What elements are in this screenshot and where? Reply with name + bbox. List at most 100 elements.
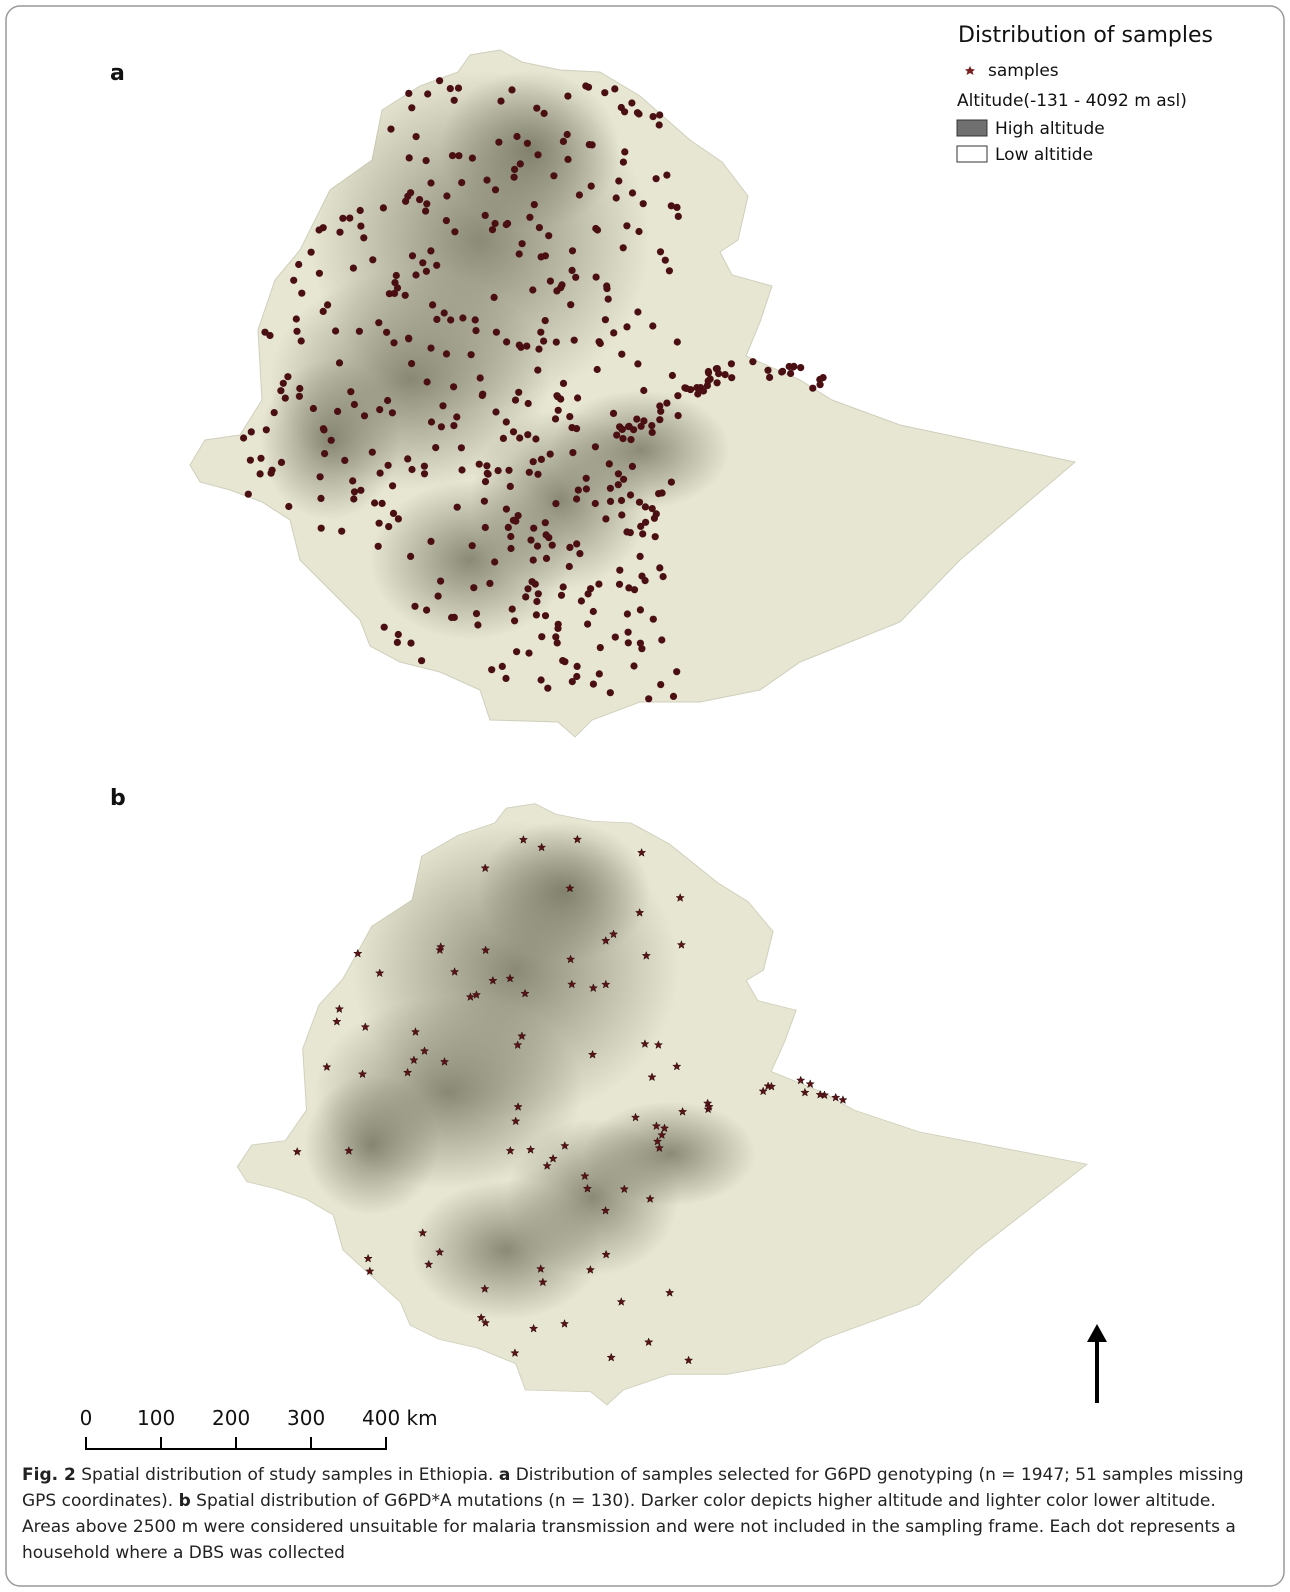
sample-dot bbox=[630, 426, 637, 433]
sample-dot bbox=[569, 267, 576, 274]
sample-dot bbox=[349, 477, 356, 484]
sample-dot bbox=[458, 179, 465, 186]
sample-dot bbox=[594, 366, 601, 373]
sample-dot bbox=[722, 371, 729, 378]
legend-item: samples bbox=[988, 61, 1059, 81]
sample-dot bbox=[596, 338, 603, 345]
sample-dot bbox=[416, 196, 423, 203]
sample-dot bbox=[402, 292, 409, 299]
sample-dot bbox=[656, 111, 663, 118]
sample-dot bbox=[404, 455, 411, 462]
sample-dot bbox=[450, 383, 457, 390]
sample-dot bbox=[435, 593, 442, 600]
sample-dot bbox=[640, 387, 647, 394]
sample-dot bbox=[510, 174, 517, 181]
sample-dot bbox=[582, 82, 589, 89]
sample-dot bbox=[389, 409, 396, 416]
sample-dot bbox=[534, 151, 541, 158]
sample-dot bbox=[616, 581, 623, 588]
sample-dot bbox=[544, 685, 551, 692]
sample-dot bbox=[534, 543, 541, 550]
sample-dot bbox=[532, 435, 539, 442]
sample-dot bbox=[653, 175, 660, 182]
sample-dot bbox=[640, 200, 647, 207]
sample-dot bbox=[423, 200, 430, 207]
sample-dot bbox=[649, 322, 656, 329]
sample-dot bbox=[590, 681, 597, 688]
sample-dot bbox=[618, 497, 625, 504]
sample-dot bbox=[390, 510, 397, 517]
legend-subtitle: Altitude(-131 - 4092 m asl) bbox=[957, 91, 1187, 111]
sample-dot bbox=[615, 481, 622, 488]
sample-dot bbox=[503, 418, 510, 425]
sample-dot bbox=[533, 598, 540, 605]
sample-dot bbox=[603, 285, 610, 292]
sample-dot bbox=[707, 375, 714, 382]
sample-dot bbox=[411, 603, 418, 610]
sample-dot bbox=[380, 204, 387, 211]
map-a bbox=[190, 50, 1075, 737]
sample-dot bbox=[336, 229, 343, 236]
sample-dot bbox=[449, 152, 456, 159]
sample-dot bbox=[650, 616, 657, 623]
sample-dot bbox=[495, 139, 502, 146]
sample-dot bbox=[376, 520, 383, 527]
sample-dot bbox=[479, 391, 486, 398]
sample-dot bbox=[566, 544, 573, 551]
sample-dot bbox=[369, 449, 376, 456]
sample-dot bbox=[797, 364, 804, 371]
sample-dot bbox=[413, 133, 420, 140]
sample-dot bbox=[472, 316, 479, 323]
sample-dot bbox=[483, 177, 490, 184]
sample-dot bbox=[656, 564, 663, 571]
sample-dot bbox=[436, 77, 443, 84]
sample-dot bbox=[320, 308, 327, 315]
sample-dot bbox=[627, 436, 634, 443]
sample-dot bbox=[492, 408, 499, 415]
sample-dot bbox=[491, 558, 498, 565]
sample-dot bbox=[459, 314, 466, 321]
sample-dot bbox=[427, 538, 434, 545]
sample-dot bbox=[437, 578, 444, 585]
sample-dot bbox=[668, 202, 675, 209]
sample-dot bbox=[357, 207, 364, 214]
sample-dot bbox=[492, 220, 499, 227]
sample-dot bbox=[491, 294, 498, 301]
caption-label: a bbox=[499, 1465, 510, 1485]
sample-dot bbox=[663, 172, 670, 179]
sample-dot bbox=[552, 500, 559, 507]
sample-dot bbox=[469, 155, 476, 162]
sample-dot bbox=[542, 252, 549, 259]
sample-dot bbox=[432, 444, 439, 451]
sample-dot bbox=[504, 220, 511, 227]
sample-dot bbox=[458, 466, 465, 473]
sample-dot bbox=[507, 483, 514, 490]
sample-dot bbox=[489, 226, 496, 233]
sample-dot bbox=[427, 345, 434, 352]
sample-dot bbox=[505, 467, 512, 474]
sample-dot bbox=[601, 89, 608, 96]
sample-dot bbox=[332, 327, 339, 334]
sample-dot bbox=[438, 423, 445, 430]
sample-dot bbox=[728, 374, 735, 381]
sample-dot bbox=[458, 444, 465, 451]
sample-dot bbox=[588, 183, 595, 190]
sample-dot bbox=[630, 662, 637, 669]
sample-dot bbox=[553, 339, 560, 346]
sample-dot bbox=[675, 213, 682, 220]
sample-dot bbox=[240, 434, 247, 441]
sample-dot bbox=[560, 583, 567, 590]
sample-dot bbox=[656, 121, 663, 128]
sample-dot bbox=[390, 339, 397, 346]
sample-dot bbox=[559, 657, 566, 664]
sample-dot bbox=[534, 367, 541, 374]
sample-dot bbox=[447, 85, 454, 92]
sample-dot bbox=[513, 133, 520, 140]
sample-dot bbox=[473, 610, 480, 617]
sample-dot bbox=[674, 338, 681, 345]
sample-dot bbox=[612, 634, 619, 641]
legend-swatch bbox=[957, 120, 987, 136]
sample-dot bbox=[633, 416, 640, 423]
sample-dot bbox=[610, 410, 617, 417]
sample-dot bbox=[356, 328, 363, 335]
